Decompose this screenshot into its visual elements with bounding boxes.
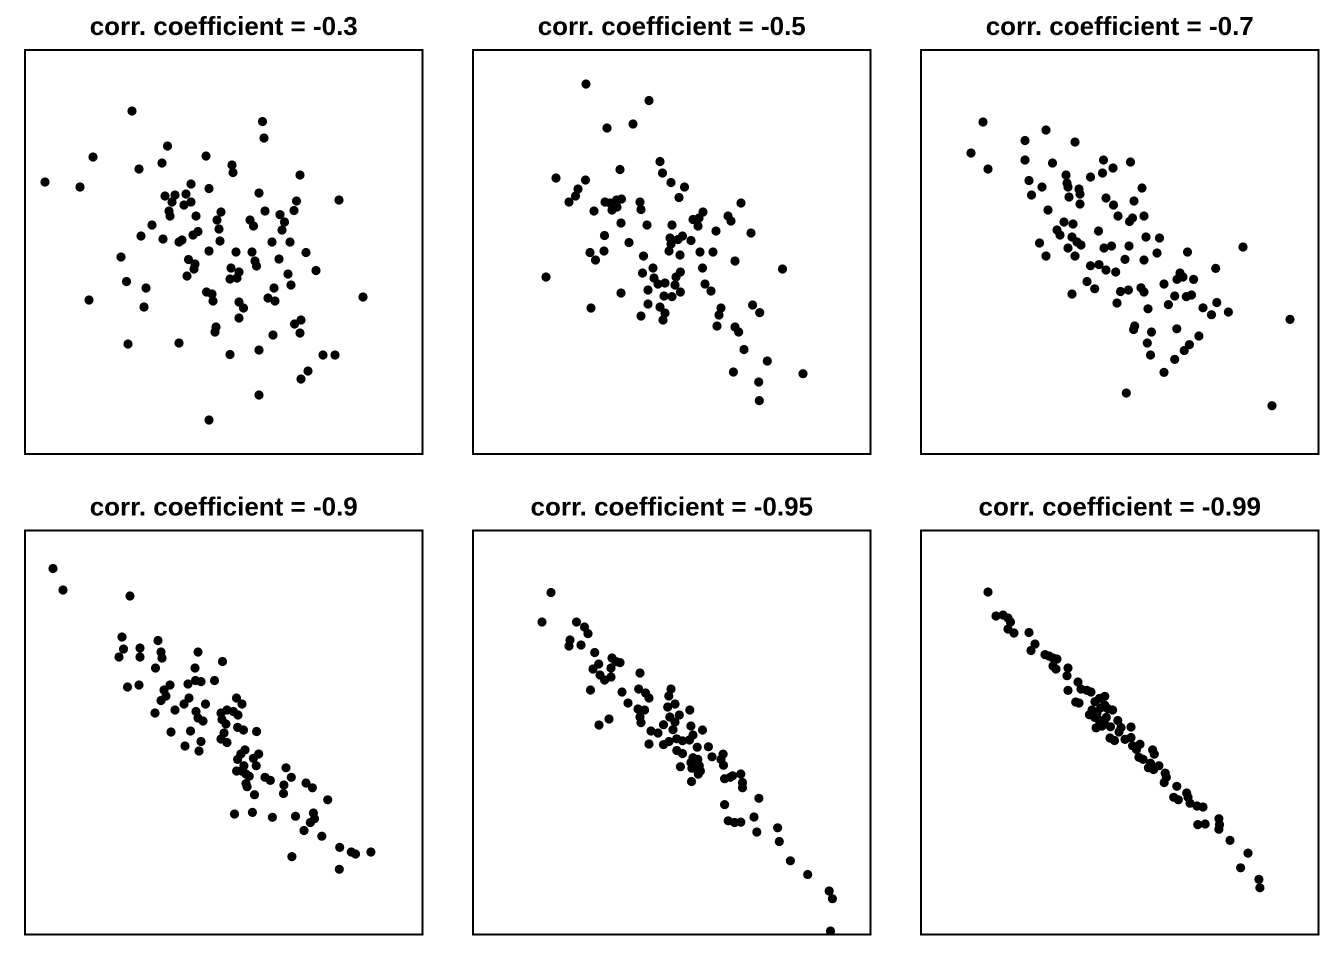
svg-text:corr. coefficient = -0.95: corr. coefficient = -0.95 bbox=[530, 492, 813, 522]
svg-text:corr. coefficient = -0.5: corr. coefficient = -0.5 bbox=[538, 11, 806, 41]
svg-text:corr. coefficient = -0.99: corr. coefficient = -0.99 bbox=[978, 492, 1261, 522]
svg-text:corr. coefficient = -0.3: corr. coefficient = -0.3 bbox=[90, 11, 358, 41]
svg-text:corr. coefficient = -0.9: corr. coefficient = -0.9 bbox=[90, 492, 358, 522]
svg-text:corr. coefficient = -0.7: corr. coefficient = -0.7 bbox=[986, 11, 1254, 41]
